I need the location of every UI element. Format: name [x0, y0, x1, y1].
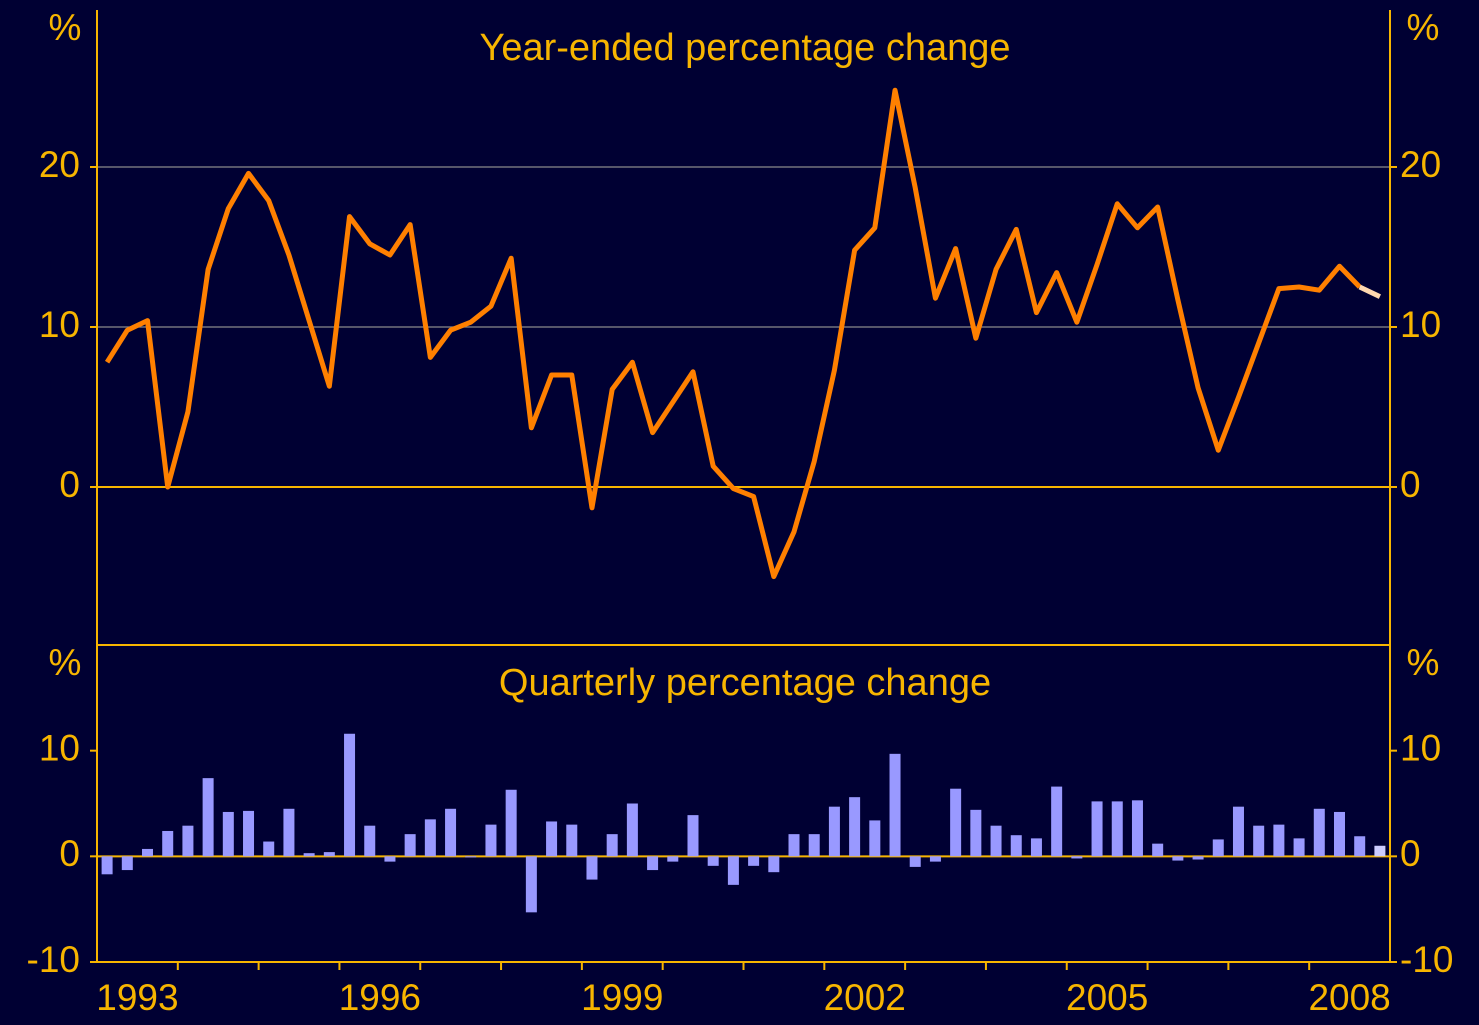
- bar: [1192, 856, 1204, 860]
- bar: [970, 809, 982, 857]
- bar: [1313, 808, 1325, 857]
- y2-axis-label: %: [1407, 7, 1440, 48]
- bar: [162, 830, 174, 857]
- bar: [404, 834, 416, 857]
- bar: [263, 841, 275, 857]
- bar: [303, 853, 315, 857]
- bar: [1131, 800, 1143, 857]
- bar: [828, 806, 840, 857]
- y-tick-label: 20: [39, 144, 80, 185]
- bar: [182, 825, 194, 857]
- bar: [546, 821, 558, 857]
- line: [104, 87, 1362, 580]
- bar: [1111, 801, 1123, 857]
- bar: [525, 856, 537, 913]
- bar: [142, 848, 154, 857]
- bar: [1051, 786, 1063, 857]
- bar: [1212, 839, 1224, 857]
- y2-axis-label: %: [1407, 642, 1440, 683]
- panel-title: Year-ended percentage change: [479, 27, 1010, 69]
- bar: [101, 856, 113, 875]
- x-tick-label: 1993: [96, 977, 178, 1018]
- bar: [727, 856, 739, 885]
- bar: [384, 856, 396, 862]
- x-tick-label: 2008: [1308, 977, 1390, 1018]
- bar: [424, 819, 436, 857]
- bar: [768, 856, 780, 873]
- bar: [1293, 838, 1305, 857]
- bar: [566, 824, 578, 857]
- y2-tick-label: 0: [1400, 833, 1421, 874]
- y-axis-label: %: [49, 642, 82, 683]
- bar: [647, 856, 659, 871]
- bar: [950, 788, 962, 857]
- bar: [626, 803, 638, 857]
- bar: [465, 856, 477, 858]
- bar: [1253, 825, 1265, 857]
- bar: [202, 778, 214, 857]
- bar: [1172, 856, 1184, 861]
- bar: [788, 834, 800, 857]
- bar: [606, 834, 618, 857]
- bar: [808, 834, 820, 857]
- bar: [121, 856, 133, 871]
- bar: [445, 808, 457, 857]
- bar: [323, 852, 335, 857]
- bar: [485, 824, 497, 857]
- bar: [1071, 856, 1083, 859]
- bar: [849, 797, 861, 857]
- bar: [1374, 845, 1386, 857]
- bar: [748, 856, 760, 866]
- y-tick-label: 0: [59, 833, 80, 874]
- line: [1358, 284, 1381, 299]
- y2-tick-label: -10: [1400, 939, 1453, 980]
- bar: [222, 811, 234, 857]
- y2-tick-label: 10: [1400, 727, 1441, 768]
- x-tick-label: 1996: [339, 977, 421, 1018]
- bar: [869, 820, 881, 857]
- bar: [1010, 835, 1022, 857]
- y-tick-label: 10: [39, 727, 80, 768]
- bar: [909, 856, 921, 867]
- bar: [707, 856, 719, 866]
- bar: [889, 753, 901, 857]
- y2-tick-label: 20: [1400, 144, 1441, 185]
- bar: [505, 789, 517, 857]
- y2-tick-label: 0: [1400, 464, 1421, 505]
- bar: [243, 810, 255, 857]
- y-tick-label: 10: [39, 304, 80, 345]
- x-tick-label: 1999: [581, 977, 663, 1018]
- bar: [1030, 838, 1042, 857]
- y-axis-label: %: [49, 7, 82, 48]
- bar: [1273, 824, 1285, 857]
- bar: [667, 856, 679, 862]
- bar: [929, 856, 941, 862]
- bar: [1354, 836, 1366, 857]
- bar: [1232, 806, 1244, 857]
- bar: [1091, 801, 1103, 857]
- bar: [586, 856, 598, 880]
- bar: [1152, 843, 1164, 857]
- bar: [990, 825, 1002, 857]
- x-tick-label: 2002: [824, 977, 906, 1018]
- bar: [283, 808, 295, 857]
- y-tick-label: 0: [59, 464, 80, 505]
- bar: [1333, 811, 1345, 857]
- y2-tick-label: 10: [1400, 304, 1441, 345]
- y-tick-label: -10: [27, 939, 80, 980]
- bar: [687, 815, 699, 857]
- x-tick-label: 2005: [1066, 977, 1148, 1018]
- bar: [344, 733, 356, 857]
- bar: [364, 825, 376, 857]
- panel-title: Quarterly percentage change: [499, 662, 991, 704]
